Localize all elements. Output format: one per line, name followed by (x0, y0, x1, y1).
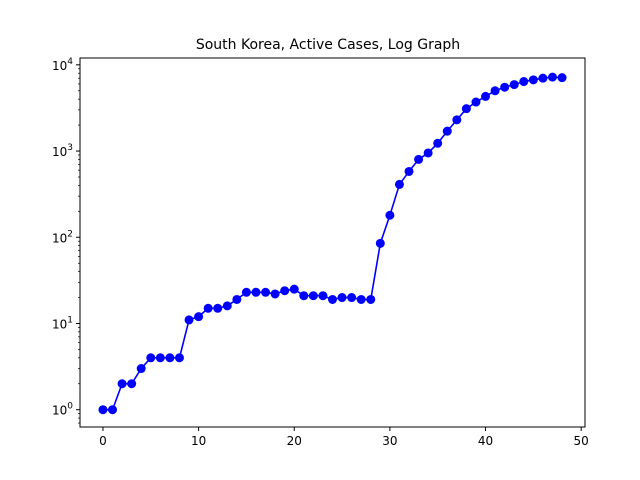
x-tick-label: 50 (574, 434, 589, 448)
y-tick-label: 100 (52, 402, 73, 418)
data-point (127, 379, 137, 389)
data-point (500, 82, 510, 92)
data-point (270, 289, 280, 299)
data-point (414, 154, 424, 164)
data-point (174, 353, 184, 363)
data-point (337, 293, 347, 303)
data-point (375, 238, 385, 248)
data-point (165, 353, 175, 363)
data-point (538, 73, 548, 83)
data-point (318, 291, 328, 301)
x-tick-label: 30 (382, 434, 397, 448)
data-point (136, 364, 146, 374)
data-point (519, 77, 529, 87)
data-point (442, 126, 452, 136)
y-tick-label: 102 (52, 229, 73, 245)
data-point (481, 91, 491, 101)
y-tick-label: 101 (52, 315, 73, 331)
data-point (404, 166, 414, 176)
data-point (261, 287, 271, 297)
y-tick-label: 103 (52, 143, 73, 159)
data-point (146, 353, 156, 363)
data-point (232, 294, 242, 304)
data-point (557, 73, 567, 83)
data-point (423, 148, 433, 158)
data-point (471, 97, 481, 107)
data-point (289, 284, 299, 294)
data-point (385, 210, 395, 220)
data-point (356, 294, 366, 304)
data-point (222, 301, 232, 311)
data-point (184, 315, 194, 325)
x-tick-label: 20 (287, 434, 302, 448)
data-point (366, 294, 376, 304)
axes: 0 10 20 30 40 50 100 101 102 103 104 (52, 57, 589, 448)
x-tick-label: 0 (99, 434, 107, 448)
data-point (98, 405, 108, 415)
data-point (347, 293, 357, 303)
data-point (117, 379, 127, 389)
data-point (547, 72, 557, 82)
data-point (108, 405, 118, 415)
data-point (328, 294, 337, 304)
data-point (461, 104, 471, 114)
data-point (251, 287, 261, 297)
data-point (213, 303, 223, 313)
y-tick-label: 104 (52, 57, 73, 73)
data-point (528, 75, 538, 85)
chart-title: South Korea, Active Cases, Log Graph (196, 37, 460, 53)
data-point (194, 312, 204, 322)
data-point (203, 303, 213, 313)
data-point (433, 138, 443, 148)
data-point (241, 287, 251, 297)
data-point (490, 86, 500, 96)
axes-frame (79, 57, 586, 428)
data-point (394, 179, 404, 189)
x-tick-label: 10 (191, 434, 206, 448)
data-point (452, 115, 462, 125)
data-point (299, 291, 309, 301)
data-point (308, 291, 318, 301)
data-point (509, 80, 519, 90)
data-point (280, 286, 290, 296)
data-point (155, 353, 165, 363)
x-tick-label: 40 (478, 434, 493, 448)
plot-area (98, 72, 567, 415)
